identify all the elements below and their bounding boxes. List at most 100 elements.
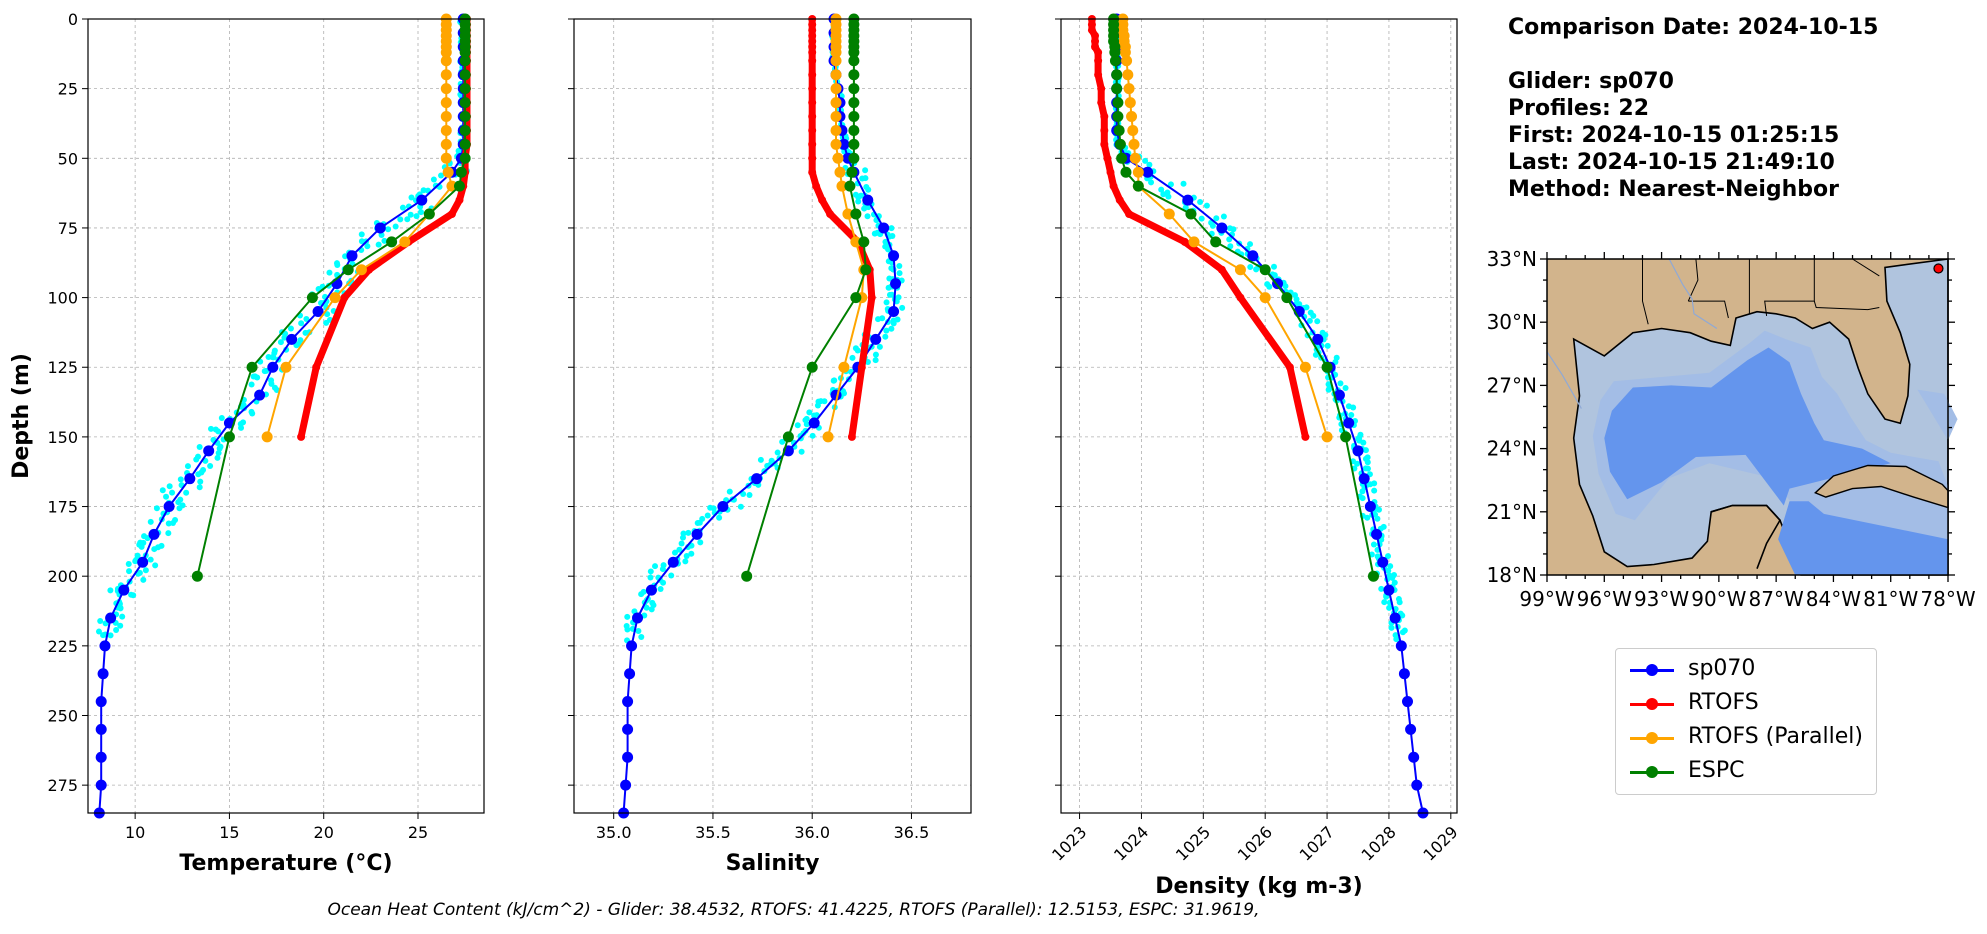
glider-point <box>864 359 871 366</box>
series-point <box>632 612 644 624</box>
glider-point <box>364 243 371 250</box>
glider-point <box>682 558 689 565</box>
series-point <box>848 138 860 150</box>
series-point <box>1210 236 1222 248</box>
x-tick-label: 1026 <box>1234 822 1276 864</box>
glider-point <box>1165 193 1172 200</box>
glider-point <box>166 483 173 490</box>
series-point <box>1125 210 1134 219</box>
series-point <box>118 584 130 596</box>
legend-marker <box>1646 766 1658 778</box>
series-point <box>1116 152 1128 164</box>
glider-point <box>1203 202 1210 209</box>
series-point <box>808 26 817 35</box>
series-point <box>1122 69 1134 81</box>
glider-point <box>883 299 890 306</box>
glider-point <box>1364 459 1371 466</box>
x-tick-label: 20 <box>314 823 334 842</box>
series-point <box>822 431 834 443</box>
series-point <box>459 46 471 58</box>
series-point <box>1247 250 1259 262</box>
glider-point <box>169 489 176 496</box>
glider-point <box>438 172 445 179</box>
glider-point <box>830 377 837 384</box>
x-tick-label: 35.5 <box>695 823 731 842</box>
ohc-footer: Ocean Heat Content (kJ/cm^2) - Glider: 3… <box>0 900 1987 920</box>
glider-point <box>1306 317 1313 324</box>
series-point <box>95 751 107 763</box>
panel-1: 10 15 20 250255075100125150175200225250275T… <box>9 10 485 876</box>
series-point <box>297 432 306 441</box>
glider-point <box>1180 180 1187 187</box>
series-point <box>440 69 452 81</box>
series-point <box>459 111 471 123</box>
series-point <box>455 196 464 205</box>
series-point <box>459 55 471 67</box>
y-axis-label: Depth (m) <box>9 353 34 479</box>
glider-point <box>342 253 349 260</box>
glider-point <box>821 398 828 405</box>
series-point <box>1367 570 1379 582</box>
series-point <box>830 124 842 136</box>
glider-point <box>668 572 675 579</box>
y-tick-label: 200 <box>47 567 78 586</box>
glider-point <box>183 489 190 496</box>
series-point <box>808 417 820 429</box>
glider-point <box>140 576 147 583</box>
series-point <box>890 278 902 290</box>
x-axis-label: Salinity <box>726 851 820 876</box>
series-point <box>440 46 452 58</box>
glider-point <box>1381 599 1388 606</box>
series-point <box>850 292 862 304</box>
legend-label: RTOFS (Parallel) <box>1688 724 1863 749</box>
series-point <box>97 668 109 680</box>
series-point <box>1097 98 1106 107</box>
series-point <box>1299 361 1311 373</box>
series-point <box>830 83 842 95</box>
series-point <box>1142 166 1154 178</box>
series-point <box>280 361 292 373</box>
map-lon-label: 78°W <box>1920 587 1975 611</box>
series-point <box>808 48 817 57</box>
axes-frame <box>1060 18 1458 814</box>
series-point <box>1216 222 1228 234</box>
glider-point <box>726 488 733 495</box>
series-point <box>1094 48 1103 57</box>
glider-point <box>648 606 655 613</box>
glider-point <box>1213 215 1220 222</box>
glider-point <box>1384 553 1391 560</box>
glider-point <box>852 345 859 352</box>
series-line-espc <box>745 19 867 577</box>
glider-point <box>1396 599 1403 606</box>
series-point <box>808 112 817 121</box>
caribbean-deep-water <box>1778 501 1948 575</box>
glider-point <box>392 223 399 230</box>
glider-point <box>1310 312 1317 319</box>
glider-point <box>779 438 786 445</box>
glider-point <box>883 327 890 334</box>
glider-point <box>136 541 143 548</box>
x-tick-label: 1023 <box>1048 822 1090 864</box>
glider-point <box>1220 213 1227 220</box>
glider-point <box>888 291 895 298</box>
glider-point <box>1375 506 1382 513</box>
series-point <box>846 166 858 178</box>
glider-point <box>1247 263 1254 270</box>
series-point <box>99 640 111 652</box>
legend-label: ESPC <box>1688 758 1745 783</box>
series-point <box>1402 696 1413 708</box>
series-point <box>459 69 471 81</box>
series-point <box>1217 265 1226 274</box>
glider-point <box>418 209 425 216</box>
series-point <box>1114 138 1126 150</box>
glider-point <box>196 484 203 491</box>
glider-point <box>1314 318 1321 325</box>
series-point <box>808 98 817 107</box>
glider-point <box>798 448 805 455</box>
map-lat-label: 30°N <box>1487 310 1537 334</box>
glider-point <box>142 567 149 574</box>
glider-point <box>214 454 221 461</box>
series-point <box>1333 389 1345 401</box>
glider-point <box>277 339 284 346</box>
series-point <box>1121 55 1133 67</box>
